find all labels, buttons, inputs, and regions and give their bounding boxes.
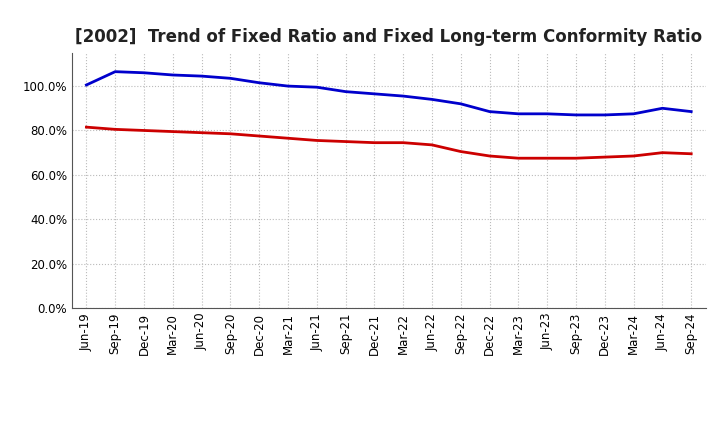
Fixed Ratio	[284, 84, 292, 89]
Fixed Ratio	[600, 112, 609, 117]
Fixed Ratio	[428, 97, 436, 102]
Fixed Ratio	[226, 76, 235, 81]
Title: [2002]  Trend of Fixed Ratio and Fixed Long-term Conformity Ratio: [2002] Trend of Fixed Ratio and Fixed Lo…	[75, 28, 703, 46]
Fixed Long-term Conformity Ratio	[197, 130, 206, 136]
Fixed Long-term Conformity Ratio	[312, 138, 321, 143]
Fixed Ratio	[456, 101, 465, 106]
Fixed Ratio	[140, 70, 148, 75]
Fixed Long-term Conformity Ratio	[428, 142, 436, 147]
Fixed Ratio	[255, 80, 264, 85]
Fixed Long-term Conformity Ratio	[600, 154, 609, 160]
Fixed Ratio	[111, 69, 120, 74]
Fixed Ratio	[341, 89, 350, 94]
Fixed Long-term Conformity Ratio	[514, 156, 523, 161]
Fixed Ratio	[658, 106, 667, 111]
Fixed Ratio	[168, 72, 177, 77]
Fixed Ratio	[543, 111, 552, 117]
Fixed Ratio	[197, 73, 206, 79]
Fixed Ratio	[399, 93, 408, 99]
Fixed Ratio	[514, 111, 523, 117]
Fixed Long-term Conformity Ratio	[456, 149, 465, 154]
Fixed Long-term Conformity Ratio	[226, 131, 235, 136]
Fixed Long-term Conformity Ratio	[485, 154, 494, 159]
Fixed Long-term Conformity Ratio	[543, 156, 552, 161]
Fixed Long-term Conformity Ratio	[399, 140, 408, 145]
Line: Fixed Ratio: Fixed Ratio	[86, 72, 691, 115]
Fixed Long-term Conformity Ratio	[629, 154, 638, 159]
Fixed Ratio	[629, 111, 638, 117]
Fixed Ratio	[82, 82, 91, 88]
Fixed Ratio	[572, 112, 580, 117]
Fixed Ratio	[485, 109, 494, 114]
Fixed Long-term Conformity Ratio	[82, 125, 91, 130]
Fixed Long-term Conformity Ratio	[140, 128, 148, 133]
Fixed Ratio	[370, 91, 379, 96]
Fixed Long-term Conformity Ratio	[370, 140, 379, 145]
Fixed Long-term Conformity Ratio	[111, 127, 120, 132]
Fixed Long-term Conformity Ratio	[168, 129, 177, 134]
Fixed Long-term Conformity Ratio	[687, 151, 696, 156]
Fixed Long-term Conformity Ratio	[284, 136, 292, 141]
Fixed Long-term Conformity Ratio	[658, 150, 667, 155]
Line: Fixed Long-term Conformity Ratio: Fixed Long-term Conformity Ratio	[86, 127, 691, 158]
Fixed Ratio	[312, 84, 321, 90]
Fixed Long-term Conformity Ratio	[255, 133, 264, 139]
Fixed Long-term Conformity Ratio	[341, 139, 350, 144]
Fixed Ratio	[687, 109, 696, 114]
Fixed Long-term Conformity Ratio	[572, 156, 580, 161]
